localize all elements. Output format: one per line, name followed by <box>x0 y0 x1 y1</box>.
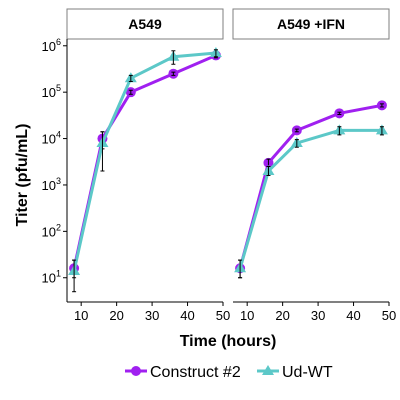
y-tick-label: 101 <box>42 269 61 286</box>
y-tick-base: 10 <box>42 271 56 286</box>
panel-title-1: A549 <box>128 16 162 32</box>
x-axis-title: Time (hours) <box>180 333 277 350</box>
x-tick-label: 40 <box>180 308 194 323</box>
panel-strip-2: A549 +IFN <box>233 9 389 39</box>
panel-strip-1: A549 <box>67 9 223 39</box>
y-tick-label: 102 <box>42 222 61 239</box>
panel-2-plot <box>234 100 388 277</box>
legend-item-udwt: Ud-WT <box>257 364 333 381</box>
series-1-panel-2 <box>235 100 387 277</box>
y-tick-base: 10 <box>42 132 56 147</box>
x-tick-label: 50 <box>216 308 230 323</box>
y-tick-exponent: 6 <box>56 37 61 47</box>
panel-title-2: A549 +IFN <box>277 16 345 32</box>
y-tick-exponent: 2 <box>56 222 61 232</box>
x-tick-label: 40 <box>346 308 360 323</box>
y-tick-label: 104 <box>42 130 61 147</box>
y-tick-label: 103 <box>42 176 61 193</box>
y-tick-exponent: 1 <box>56 269 61 279</box>
x-tick-label: 50 <box>382 308 396 323</box>
y-tick-label: 105 <box>42 83 61 100</box>
series-line <box>240 130 382 268</box>
series-line <box>74 55 216 268</box>
y-tick-base: 10 <box>42 85 56 100</box>
x-tick-label: 30 <box>145 308 159 323</box>
legend-item-construct: Construct #2 <box>125 364 241 381</box>
x-tick-label: 20 <box>109 308 123 323</box>
legend-label-udwt: Ud-WT <box>282 364 333 381</box>
legend: Construct #2 Ud-WT <box>125 364 333 381</box>
x-tick-label: 30 <box>311 308 325 323</box>
y-tick-exponent: 5 <box>56 83 61 93</box>
series-2-panel-1 <box>68 47 222 292</box>
legend-label-construct: Construct #2 <box>150 364 241 381</box>
y-tick-base: 10 <box>42 178 56 193</box>
x-tick-label: 10 <box>240 308 254 323</box>
legend-marker-construct <box>131 366 141 376</box>
panel-1-plot <box>68 47 222 292</box>
x-tick-label: 20 <box>275 308 289 323</box>
x-tick-label: 10 <box>74 308 88 323</box>
y-axis-title: Titer (pfu/mL) <box>14 124 31 227</box>
series-1-panel-1 <box>69 50 221 277</box>
y-tick-base: 10 <box>42 39 56 54</box>
y-tick-label: 106 <box>42 37 61 54</box>
y-tick-exponent: 3 <box>56 176 61 186</box>
y-tick-exponent: 4 <box>56 130 61 140</box>
y-tick-base: 10 <box>42 224 56 239</box>
